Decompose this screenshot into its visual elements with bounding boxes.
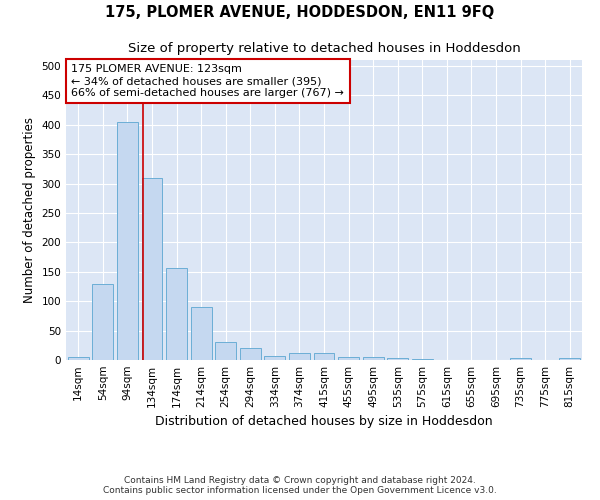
Title: Size of property relative to detached houses in Hoddesdon: Size of property relative to detached ho… [128, 42, 520, 54]
Bar [68, 357, 89, 360]
Bar [191, 307, 212, 360]
Bar [166, 268, 187, 360]
Bar [387, 358, 408, 360]
Bar [559, 358, 580, 360]
Text: 175, PLOMER AVENUE, HODDESDON, EN11 9FQ: 175, PLOMER AVENUE, HODDESDON, EN11 9FQ [106, 5, 494, 20]
Bar [265, 356, 286, 360]
Bar [215, 342, 236, 360]
Text: 175 PLOMER AVENUE: 123sqm
← 34% of detached houses are smaller (395)
66% of semi: 175 PLOMER AVENUE: 123sqm ← 34% of detac… [71, 64, 344, 98]
X-axis label: Distribution of detached houses by size in Hoddesdon: Distribution of detached houses by size … [155, 416, 493, 428]
Bar [117, 122, 138, 360]
Text: Contains HM Land Registry data © Crown copyright and database right 2024.
Contai: Contains HM Land Registry data © Crown c… [103, 476, 497, 495]
Bar [338, 357, 359, 360]
Bar [289, 353, 310, 360]
Bar [240, 348, 261, 360]
Bar [412, 359, 433, 360]
Bar [362, 357, 383, 360]
Bar [142, 178, 163, 360]
Bar [510, 358, 531, 360]
Y-axis label: Number of detached properties: Number of detached properties [23, 117, 36, 303]
Bar [92, 284, 113, 360]
Bar [314, 353, 334, 360]
